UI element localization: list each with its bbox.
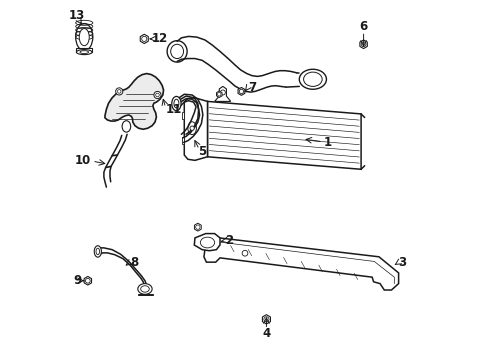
Polygon shape (105, 73, 164, 129)
Circle shape (190, 126, 194, 130)
Polygon shape (194, 234, 220, 251)
Ellipse shape (200, 237, 215, 248)
Text: 12: 12 (151, 32, 168, 45)
Text: 11: 11 (166, 103, 182, 116)
Polygon shape (263, 315, 270, 324)
Polygon shape (140, 34, 148, 44)
Circle shape (361, 42, 366, 46)
Polygon shape (182, 137, 184, 144)
Circle shape (196, 225, 200, 229)
Ellipse shape (80, 51, 89, 54)
Ellipse shape (304, 72, 322, 86)
Ellipse shape (188, 122, 196, 135)
Text: 1: 1 (323, 136, 332, 149)
Text: 3: 3 (398, 256, 407, 269)
Polygon shape (138, 294, 153, 295)
Text: 10: 10 (75, 154, 92, 167)
Circle shape (220, 90, 225, 95)
Circle shape (118, 90, 121, 93)
Ellipse shape (174, 99, 179, 108)
Polygon shape (204, 237, 398, 290)
Text: 4: 4 (262, 327, 270, 340)
Ellipse shape (299, 69, 326, 89)
Polygon shape (215, 86, 231, 102)
Ellipse shape (96, 248, 99, 255)
Ellipse shape (76, 50, 92, 55)
Circle shape (85, 278, 90, 283)
Polygon shape (84, 48, 92, 52)
Text: 5: 5 (198, 145, 207, 158)
Polygon shape (184, 98, 207, 160)
Text: 13: 13 (69, 9, 85, 22)
Polygon shape (217, 91, 222, 98)
Polygon shape (360, 40, 368, 49)
Polygon shape (84, 276, 92, 285)
Polygon shape (76, 48, 92, 52)
Text: 8: 8 (130, 256, 138, 269)
Circle shape (242, 250, 248, 256)
Text: 9: 9 (73, 274, 81, 287)
Ellipse shape (167, 41, 187, 62)
Ellipse shape (138, 284, 152, 294)
Ellipse shape (141, 286, 149, 292)
Text: 2: 2 (225, 234, 233, 247)
Circle shape (116, 88, 123, 95)
Ellipse shape (79, 28, 89, 46)
Ellipse shape (75, 23, 93, 51)
Text: 6: 6 (360, 20, 368, 33)
Ellipse shape (94, 246, 101, 257)
Ellipse shape (171, 44, 184, 59)
Circle shape (156, 93, 159, 97)
Polygon shape (182, 112, 184, 119)
Circle shape (264, 317, 269, 322)
Ellipse shape (172, 96, 181, 111)
Circle shape (142, 36, 147, 41)
Ellipse shape (122, 121, 131, 132)
Polygon shape (195, 223, 201, 231)
Polygon shape (207, 102, 361, 169)
Polygon shape (238, 87, 245, 95)
Circle shape (239, 89, 244, 94)
Circle shape (154, 91, 161, 99)
Circle shape (218, 93, 221, 96)
Text: 7: 7 (248, 81, 257, 94)
